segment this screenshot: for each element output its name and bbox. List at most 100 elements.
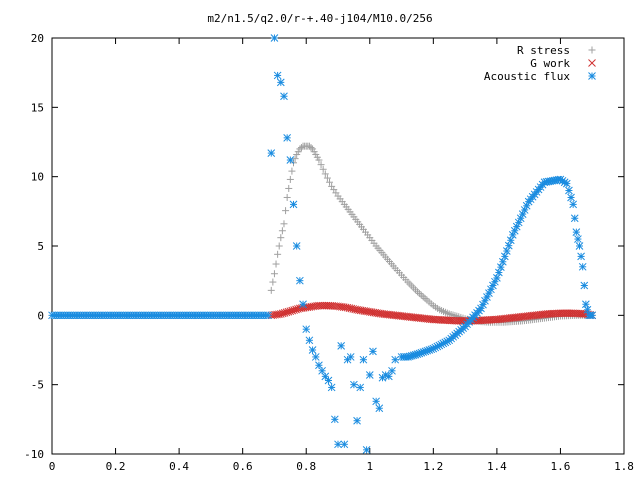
y-tick-label: 20: [31, 32, 44, 45]
data-point: [334, 440, 342, 449]
data-point: [408, 282, 416, 290]
data-point: [291, 155, 299, 163]
axes: 0 0.2 0.4 0.6 0.8 1 1.2 1.4 1.6 1.8 -10 -5 0 5 10 15 20: [24, 32, 634, 473]
data-point: [299, 300, 307, 309]
data-point: [369, 347, 377, 356]
y-tick-label: 5: [37, 240, 44, 253]
legend-label: G work: [530, 57, 570, 70]
data-point: [292, 242, 301, 250]
chart-title: m2/n1.5/q2.0/r-+.40-j104/M10.0/256: [207, 12, 432, 25]
series-2: [267, 301, 597, 325]
data-point: [285, 184, 293, 192]
y-tick-label: 0: [37, 309, 44, 322]
series-3: [48, 34, 597, 454]
data-point: [569, 200, 578, 209]
data-point: [498, 257, 507, 266]
data-point: [323, 174, 331, 182]
data-point: [308, 346, 317, 354]
data-point: [574, 235, 582, 243]
x-tick-label: 1: [366, 460, 373, 473]
data-point: [267, 286, 275, 294]
data-point: [406, 280, 414, 288]
data-marks: [48, 34, 597, 454]
x-tick-label: 1.4: [487, 460, 507, 473]
data-point: [283, 133, 292, 142]
data-point: [318, 301, 327, 310]
data-point: [280, 220, 288, 228]
legend-marker: [588, 72, 596, 80]
data-point: [288, 167, 296, 175]
data-point: [454, 317, 463, 325]
legend-marker: [588, 59, 596, 67]
data-point: [283, 193, 291, 201]
data-point: [456, 317, 465, 325]
data-point: [286, 156, 295, 164]
data-point: [502, 247, 511, 255]
data-point: [421, 294, 429, 302]
data-point: [315, 156, 323, 164]
data-point: [562, 179, 571, 188]
y-tick-label: 10: [31, 171, 44, 184]
data-point: [359, 355, 368, 364]
data-point: [415, 289, 423, 297]
data-point: [305, 336, 314, 345]
data-point: [280, 92, 288, 101]
data-point: [419, 293, 427, 301]
data-point: [274, 250, 282, 258]
data-point: [577, 252, 585, 261]
x-tick-label: 0.2: [106, 460, 126, 473]
data-point: [289, 200, 298, 209]
data-point: [556, 309, 565, 318]
data-point: [307, 144, 315, 152]
data-point: [276, 78, 285, 87]
data-point: [337, 341, 346, 350]
data-point: [346, 353, 355, 361]
data-point: [391, 355, 400, 364]
data-point: [560, 178, 569, 187]
data-point: [316, 301, 325, 310]
data-point: [580, 281, 589, 290]
data-point: [350, 380, 358, 389]
data-point: [588, 311, 597, 320]
legend-label: R stress: [517, 44, 570, 57]
data-point: [264, 311, 272, 320]
data-point: [384, 372, 393, 381]
data-point: [327, 383, 336, 392]
data-point: [272, 260, 280, 268]
legend-label: Acoustic flux: [484, 70, 570, 83]
data-point: [315, 301, 323, 310]
data-point: [410, 284, 418, 292]
data-point: [302, 325, 311, 334]
series-1: [267, 142, 596, 326]
data-point: [267, 149, 276, 157]
y-tick-label: 15: [31, 101, 44, 114]
data-point: [297, 144, 305, 152]
data-point: [575, 242, 584, 250]
x-tick-label: 0.8: [296, 460, 316, 473]
data-point: [340, 440, 349, 449]
data-point: [570, 214, 579, 223]
data-point: [270, 270, 278, 278]
data-point: [562, 309, 570, 318]
data-point: [324, 376, 333, 385]
data-point: [567, 193, 575, 202]
y-tick-label: -10: [24, 448, 44, 461]
data-point: [412, 286, 420, 294]
data-point: [353, 416, 361, 425]
plot-frame: [51, 37, 625, 455]
x-tick-label: 1.2: [423, 460, 443, 473]
data-point: [558, 309, 567, 318]
data-point: [321, 372, 330, 381]
data-point: [270, 34, 279, 42]
data-point: [563, 309, 572, 318]
x-tick-label: 1.6: [551, 460, 571, 473]
data-point: [356, 383, 365, 392]
x-tick-label: 1.8: [614, 460, 634, 473]
data-point: [388, 366, 396, 375]
data-point: [326, 178, 334, 186]
data-point: [286, 175, 294, 183]
data-point: [413, 288, 421, 296]
data-point: [275, 242, 283, 250]
data-point: [365, 371, 374, 379]
